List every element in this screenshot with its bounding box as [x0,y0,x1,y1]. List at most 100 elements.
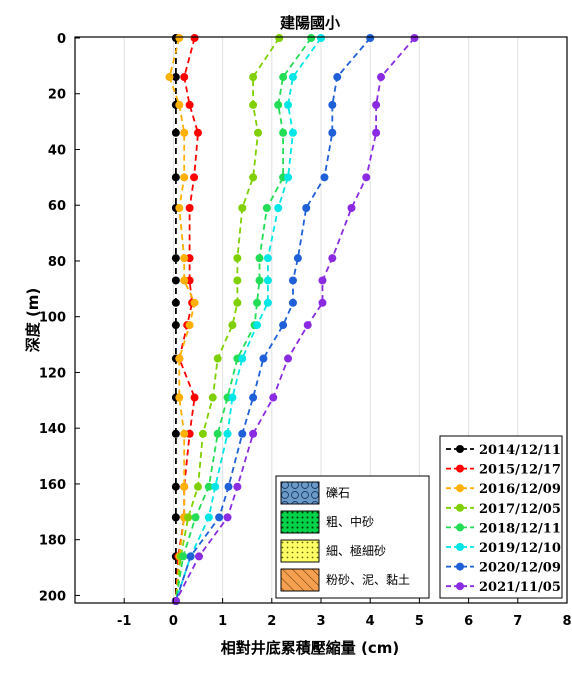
data-point [249,173,258,182]
data-point [274,204,283,213]
legend-item: 2018/12/11 [446,521,561,536]
data-point [180,429,189,438]
data-point [213,429,222,438]
chart-title: 建陽國小 [280,14,340,32]
x-axis-ticks: -1 0 1 2 3 4 5 6 7 8 [117,598,572,629]
y-axis-title: 深度 (m) [24,288,42,353]
data-point [320,173,329,182]
data-point [215,513,224,522]
series-layer [165,34,419,605]
x-tick-label: 6 [464,614,473,629]
data-point [228,393,237,402]
series-7 [171,34,419,605]
data-point [238,204,247,213]
legend-item: 2019/12/10 [446,541,561,556]
data-point [233,276,242,285]
data-point [194,482,202,491]
data-point [165,73,174,82]
data-point [175,204,184,213]
data-point [171,482,180,491]
y-tick-label: 160 [39,478,66,493]
x-axis-title: 相對井底累積壓縮量 (cm) [221,639,399,657]
data-point [223,513,232,522]
data-point [171,73,180,82]
legend-label: 2021/11/05 [479,580,561,595]
series-legend: 2014/12/11 2015/12/17 2016/12/09 2017/12/05… [439,435,563,599]
data-point [185,204,194,213]
data-point [238,429,247,438]
legend-item: 2015/12/17 [446,463,561,478]
soil-swatch-pattern [280,539,320,563]
legend-marker [456,445,464,453]
soil-legend-label: 粗、中砂 [326,514,374,529]
data-point [362,173,371,182]
data-point [198,429,207,438]
legend-marker [456,543,464,551]
data-point [284,100,293,109]
legend-marker [456,582,464,591]
y-tick-label: 100 [39,311,66,326]
soil-legend-label: 粉砂、泥、黏土 [326,573,410,587]
data-point [249,100,258,109]
data-point [171,429,180,438]
data-point [190,34,199,42]
x-tick-label: 0 [169,614,178,629]
data-point [171,128,180,137]
legend-marker [456,464,464,473]
data-point [303,321,312,330]
data-point [194,128,202,137]
soil-swatch-pattern [280,568,320,592]
data-point [284,354,293,363]
data-point [279,73,288,82]
data-point [263,254,272,263]
data-point [410,34,419,42]
legend-marker [456,523,464,532]
x-tick-label: 1 [218,614,227,629]
data-point [255,254,264,263]
legend-item: 2020/12/09 [446,561,561,576]
data-point [233,298,242,307]
x-tick-label: 4 [366,614,375,629]
data-point [259,354,268,363]
series-line [175,37,312,602]
data-point [191,513,200,522]
legend-item: 2021/11/05 [446,580,561,595]
data-point [211,482,220,491]
soil-legend-item: 粉砂、泥、黏土 [280,568,410,592]
data-point [171,321,180,330]
data-point [262,204,271,213]
series-6 [171,34,375,605]
soil-legend-item: 礫石 [280,481,350,505]
data-point [318,298,327,307]
data-point [288,298,297,307]
data-point [333,73,342,82]
data-point [293,254,302,263]
data-point [180,128,189,137]
data-point [233,254,242,263]
data-point [190,298,199,307]
legend-item: 2014/12/11 [446,443,561,458]
data-point [254,128,263,137]
series-legend-box [439,435,563,599]
data-point [372,100,381,109]
data-point [171,513,180,522]
y-tick-label: 60 [48,199,66,214]
y-tick-label: 120 [39,366,66,381]
y-tick-label: 180 [39,534,66,549]
data-point [328,128,337,137]
data-point [175,393,184,402]
legend-marker [456,484,464,493]
data-point [184,513,193,522]
data-point [249,73,258,82]
legend-label: 2014/12/11 [479,443,561,458]
series-5 [171,34,325,605]
legend-label: 2017/12/05 [479,502,561,517]
data-point [263,276,272,285]
data-point [185,321,194,330]
data-point [366,34,375,42]
x-tick-label: -1 [117,614,131,629]
y-tick-label: 0 [57,32,66,47]
data-point [275,34,284,42]
x-tick-label: 5 [415,614,424,629]
